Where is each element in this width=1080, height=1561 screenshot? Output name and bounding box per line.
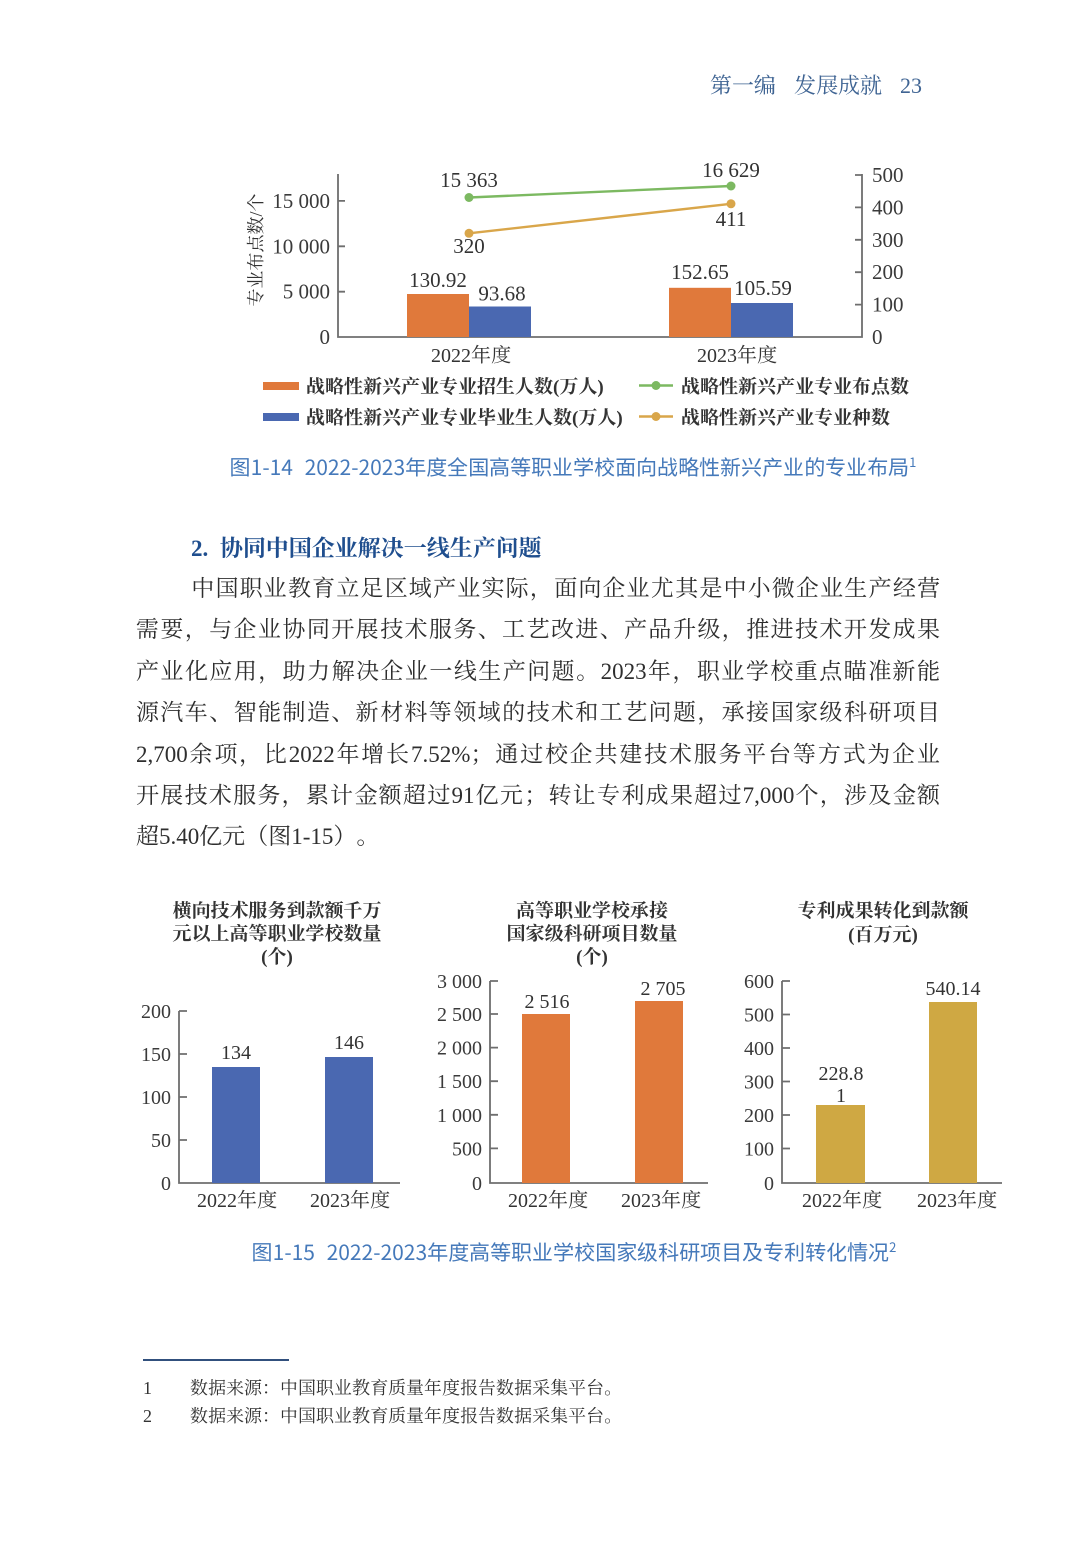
svg-text:500: 500 [452, 1132, 482, 1161]
svg-text:(个): (个) [576, 942, 608, 969]
svg-text:1 000: 1 000 [437, 1099, 482, 1128]
svg-text:93.68: 93.68 [478, 278, 525, 308]
svg-text:2023年度: 2023年度 [310, 1184, 390, 1213]
svg-text:320: 320 [453, 230, 485, 260]
svg-text:15 000: 15 000 [272, 185, 330, 215]
svg-text:高等职业学校承接: 高等职业学校承接 [516, 896, 668, 923]
svg-text:0: 0 [764, 1167, 774, 1196]
svg-text:3 000: 3 000 [437, 965, 482, 994]
svg-text:国家级科研项目数量: 国家级科研项目数量 [506, 919, 677, 946]
svg-text:0: 0 [472, 1167, 482, 1196]
svg-text:200: 200 [744, 1099, 774, 1128]
svg-text:2022年度: 2022年度 [431, 339, 511, 368]
svg-text:200: 200 [141, 995, 171, 1024]
svg-text:(百万元): (百万元) [848, 920, 918, 947]
svg-text:2022年度: 2022年度 [197, 1184, 277, 1213]
svg-text:(个): (个) [261, 942, 293, 969]
svg-text:300: 300 [744, 1066, 774, 1095]
svg-text:100: 100 [141, 1081, 171, 1110]
svg-text:0: 0 [320, 321, 331, 351]
svg-text:0: 0 [872, 321, 883, 351]
svg-text:2022年度: 2022年度 [508, 1184, 588, 1213]
svg-text:300: 300 [872, 224, 904, 254]
svg-text:400: 400 [744, 1032, 774, 1061]
svg-text:152.65: 152.65 [671, 256, 729, 286]
svg-text:1 500: 1 500 [437, 1065, 482, 1094]
svg-text:2 705: 2 705 [641, 972, 686, 1001]
svg-text:500: 500 [744, 999, 774, 1028]
svg-text:15 363: 15 363 [440, 164, 498, 194]
svg-text:500: 500 [872, 159, 904, 189]
svg-text:战略性新兴产业专业招生人数(万人): 战略性新兴产业专业招生人数(万人) [306, 372, 604, 399]
svg-text:0: 0 [161, 1167, 171, 1196]
svg-text:5 000: 5 000 [283, 276, 330, 306]
svg-text:2023年度: 2023年度 [697, 339, 777, 368]
svg-text:540.14: 540.14 [926, 972, 981, 1001]
svg-text:战略性新兴产业专业毕业生人数(万人): 战略性新兴产业专业毕业生人数(万人) [306, 403, 623, 430]
svg-text:150: 150 [141, 1038, 171, 1067]
svg-text:411: 411 [716, 203, 747, 233]
svg-text:1: 1 [836, 1079, 846, 1108]
svg-text:2 000: 2 000 [437, 1032, 482, 1061]
svg-text:228.8: 228.8 [819, 1057, 864, 1086]
svg-text:100: 100 [872, 289, 904, 319]
svg-text:16 629: 16 629 [702, 155, 760, 184]
svg-text:专业布点数/个: 专业布点数/个 [242, 193, 268, 306]
svg-text:专利成果转化到款额: 专利成果转化到款额 [797, 896, 968, 923]
svg-text:146: 146 [334, 1026, 364, 1055]
svg-text:2023年度: 2023年度 [917, 1184, 997, 1213]
svg-text:130.92: 130.92 [409, 264, 467, 294]
svg-text:元以上高等职业学校数量: 元以上高等职业学校数量 [172, 919, 381, 946]
svg-text:10 000: 10 000 [272, 230, 330, 260]
svg-text:400: 400 [872, 191, 904, 221]
svg-text:600: 600 [744, 965, 774, 994]
svg-text:战略性新兴产业专业布点数: 战略性新兴产业专业布点数 [681, 372, 909, 399]
svg-text:100: 100 [744, 1133, 774, 1162]
svg-text:战略性新兴产业专业种数: 战略性新兴产业专业种数 [681, 403, 890, 430]
svg-text:2023年度: 2023年度 [621, 1184, 701, 1213]
svg-text:2022年度: 2022年度 [802, 1184, 882, 1213]
svg-text:105.59: 105.59 [734, 272, 792, 302]
svg-text:横向技术服务到款额千万: 横向技术服务到款额千万 [172, 896, 381, 923]
svg-text:200: 200 [872, 256, 904, 286]
svg-text:134: 134 [221, 1036, 251, 1065]
svg-text:2 516: 2 516 [525, 985, 570, 1014]
svg-text:2 500: 2 500 [437, 998, 482, 1027]
svg-text:50: 50 [151, 1124, 171, 1153]
